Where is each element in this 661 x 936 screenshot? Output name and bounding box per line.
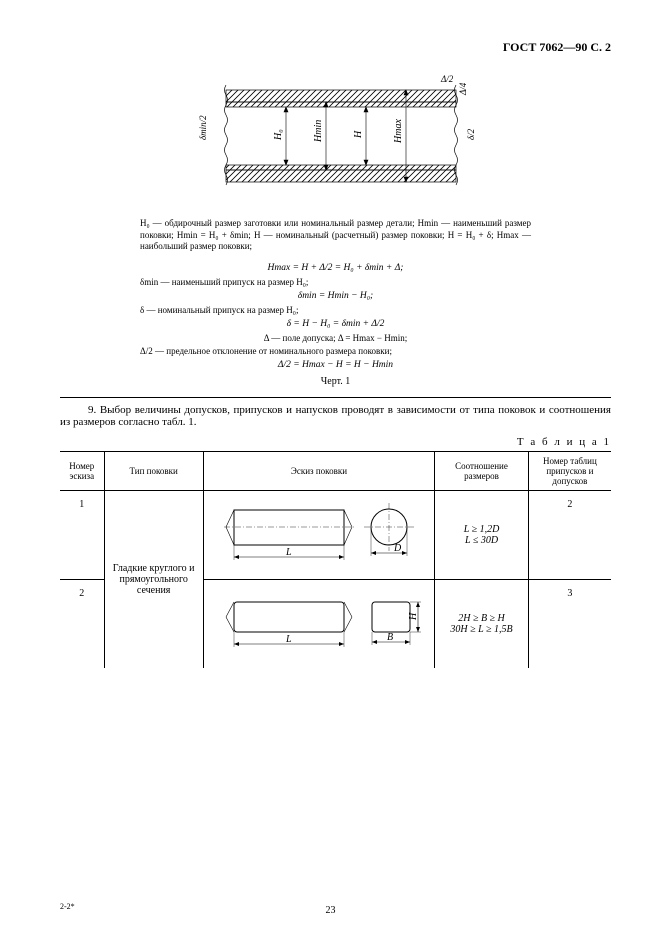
formula-4: Δ/2 = Hmax − H = H − Hmin: [60, 360, 611, 370]
cell-ref-1: 2: [528, 491, 611, 580]
cell-type-span: Гладкие круглого и прямоугольного сечени…: [104, 491, 203, 669]
svg-text:H: H: [408, 612, 419, 621]
label-delta4: Δ/4: [458, 82, 468, 96]
svg-text:L: L: [285, 634, 292, 645]
th-sketch: Эскиз поковки: [203, 452, 434, 491]
th-num: Номер эскиза: [60, 452, 104, 491]
cell-sketch-1: L D: [203, 491, 434, 580]
cell-ratio-1: L ≥ 1,2D L ≤ 30D: [435, 491, 529, 580]
page-number: 23: [0, 905, 661, 916]
svg-text:B: B: [387, 632, 393, 643]
formula-3: δ = H − H₀ = δmin + Δ/2: [60, 319, 611, 329]
table-1: Номер эскиза Тип поковки Эскиз поковки С…: [60, 451, 611, 668]
table-1-label: Т а б л и ц а 1: [60, 436, 611, 448]
label-Hmax: Hmax: [393, 119, 404, 144]
th-ratio: Соотношение размеров: [435, 452, 529, 491]
page-header: ГОСТ 7062—90 С. 2: [60, 40, 611, 55]
note-4: Δ/2 — предельное отклонение от номинальн…: [140, 346, 531, 356]
th-type: Тип поковки: [104, 452, 203, 491]
figure-caption: H₀ — обдирочный размер заготовки или ном…: [140, 218, 531, 253]
figure-label: Черт. 1: [60, 376, 611, 387]
th-ref: Номер таблиц припусков и допусков: [528, 452, 611, 491]
ratio-1a: L ≥ 1,2D: [439, 524, 524, 535]
label-Hmin: Hmin: [313, 120, 324, 143]
formula-1: Hmax = H + Δ/2 = H₀ + δmin + Δ;: [60, 263, 611, 273]
paragraph-9: 9. Выбор величины допусков, припусков и …: [60, 404, 611, 428]
cell-sketch-2: L B: [203, 580, 434, 669]
cell-num-2: 2: [60, 580, 104, 669]
label-H0: H₀: [273, 129, 284, 141]
ratio-1b: L ≤ 30D: [439, 535, 524, 546]
section-divider: [60, 397, 611, 398]
cell-ratio-2: 2H ≥ B ≥ H 30H ≥ L ≥ 1,5B: [435, 580, 529, 669]
label-delta-min-half: δmin/2: [198, 115, 208, 140]
figure-1-diagram: δmin/2 δ/2 Δ/2 Δ/4 H₀ Hmin H Hmax: [60, 70, 611, 208]
ratio-2b: 30H ≥ L ≥ 1,5B: [439, 624, 524, 635]
cell-ref-2: 3: [528, 580, 611, 669]
label-delta-half: δ/2: [466, 128, 476, 140]
svg-text:L: L: [285, 547, 292, 558]
note-1: δmin — наименьший припуск на размер H₀;: [140, 277, 531, 287]
formula-2: δmin = Hmin − H₀;: [60, 291, 611, 301]
cell-num-1: 1: [60, 491, 104, 580]
svg-text:D: D: [393, 543, 402, 554]
label-delta2-top: Δ/2: [440, 74, 454, 84]
table-row: 1 Гладкие круглого и прямоугольного сече…: [60, 491, 611, 580]
note-3: Δ — поле допуска; Δ = Hmax − Hmin;: [140, 333, 531, 343]
note-2: δ — номинальный припуск на размер H₀;: [140, 305, 531, 315]
label-H: H: [353, 130, 364, 139]
ratio-2a: 2H ≥ B ≥ H: [439, 613, 524, 624]
